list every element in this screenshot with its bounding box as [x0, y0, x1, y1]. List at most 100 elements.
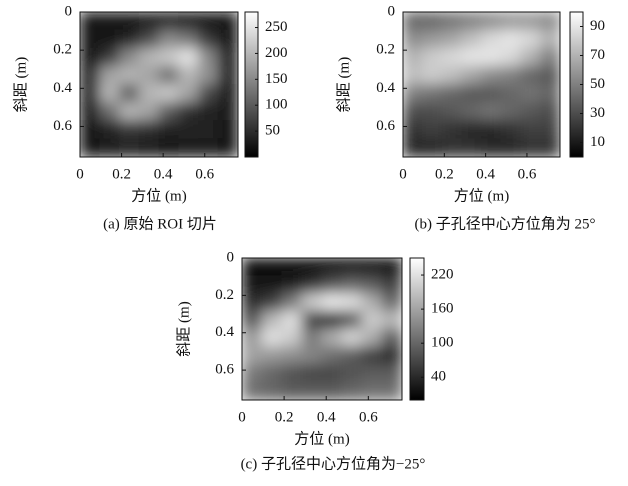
heatmap-cell [119, 30, 140, 49]
heatmap-cell [178, 102, 199, 121]
heatmap-cell [403, 138, 424, 157]
heatmap [242, 258, 403, 401]
heatmap-cell [99, 84, 120, 103]
heatmap-cell [322, 275, 343, 294]
heatmap-cells [242, 258, 403, 401]
heatmap-cell [342, 293, 363, 312]
heatmap-cell [178, 138, 199, 157]
heatmap-cell [342, 364, 363, 383]
y-tick-label: 0.2 [215, 287, 234, 303]
heatmap-cell [159, 66, 180, 85]
heatmap-cell [501, 120, 522, 139]
heatmap-cell [540, 30, 561, 49]
y-tick-label: 0.6 [376, 118, 395, 134]
heatmap-cell [282, 275, 303, 294]
heatmap [80, 12, 239, 158]
heatmap-cell [520, 48, 541, 67]
heatmap-cell [99, 48, 120, 67]
x-tick-label: 0.4 [476, 166, 495, 182]
heatmap-cell [302, 311, 323, 330]
heatmap-cell [322, 311, 343, 330]
heatmap-cell [159, 102, 180, 121]
heatmap-cell [119, 66, 140, 85]
heatmap-cell [501, 48, 522, 67]
heatmap-cell [99, 120, 120, 139]
heatmap-cell [302, 382, 323, 401]
heatmap-cell [139, 30, 160, 49]
heatmap-cell [403, 102, 424, 121]
heatmap-cell [442, 120, 463, 139]
heatmap-cell [501, 84, 522, 103]
heatmap-cell [540, 12, 561, 31]
heatmap-cell [242, 346, 263, 365]
heatmap-cell [322, 364, 343, 383]
heatmap-cell [442, 66, 463, 85]
heatmap-cell [178, 120, 199, 139]
heatmap-cell [139, 48, 160, 67]
heatmap-cell [481, 120, 502, 139]
heatmap-cell [461, 66, 482, 85]
heatmap-cell [218, 48, 239, 67]
heatmap-cell [481, 138, 502, 157]
heatmap-cell [242, 311, 263, 330]
heatmap-cell [262, 258, 283, 277]
heatmap-cell [403, 84, 424, 103]
heatmap-cell [302, 329, 323, 348]
heatmap-cell [198, 102, 219, 121]
heatmap-cell [442, 48, 463, 67]
heatmap-cell [302, 258, 323, 277]
y-tick-label: 0 [388, 3, 396, 19]
colorbar-tick-label: 250 [265, 19, 288, 35]
heatmap-cell [362, 293, 383, 312]
colorbar-tick-label: 50 [265, 123, 280, 139]
heatmap-cell [218, 120, 239, 139]
heatmap-cell [262, 275, 283, 294]
colorbar-tick-label: 160 [431, 301, 454, 317]
heatmap-cell [262, 293, 283, 312]
heatmap-cell [99, 102, 120, 121]
x-tick-label: 0.2 [112, 166, 131, 182]
x-axis-label: 方位 (m) [131, 187, 186, 204]
heatmap-cell [422, 30, 443, 49]
heatmap-cell [382, 275, 403, 294]
heatmap-cell [540, 84, 561, 103]
heatmap-cell [382, 311, 403, 330]
heatmap-cell [520, 138, 541, 157]
heatmap-cell [362, 382, 383, 401]
colorbar-tick-label: 40 [431, 369, 446, 385]
heatmap-cell [139, 138, 160, 157]
colorbar-tick-label: 10 [590, 134, 605, 150]
heatmap-cell [159, 120, 180, 139]
heatmap-cell [198, 66, 219, 85]
heatmap-cell [80, 120, 101, 139]
heatmap-cell [218, 102, 239, 121]
colorbar-tick-label: 200 [265, 45, 288, 61]
heatmap-cell [99, 138, 120, 157]
colorbar-tick-label: 90 [590, 18, 605, 34]
figure: 00.20.40.600.20.40.6方位 (m)斜距 (m)50100150… [0, 0, 628, 486]
heatmap-cell [322, 382, 343, 401]
heatmap-cell [461, 12, 482, 31]
heatmap-cell [302, 346, 323, 365]
heatmap-cell [422, 138, 443, 157]
heatmap-cell [218, 138, 239, 157]
x-tick-label: 0 [238, 409, 246, 425]
heatmap-cell [282, 329, 303, 348]
heatmap-cell [322, 346, 343, 365]
heatmap-cell [362, 258, 383, 277]
x-tick-label: 0.6 [359, 409, 378, 425]
heatmap-cell [178, 84, 199, 103]
heatmap-cell [302, 275, 323, 294]
heatmap-cell [342, 346, 363, 365]
heatmap-cell [382, 258, 403, 277]
heatmap-cell [362, 275, 383, 294]
heatmap-cell [382, 346, 403, 365]
x-tick-label: 0.2 [435, 166, 454, 182]
x-axis-label: 方位 (m) [294, 430, 349, 447]
heatmap-cell [442, 102, 463, 121]
x-tick-label: 0.4 [154, 166, 173, 182]
heatmap-cell [242, 258, 263, 277]
heatmap-cell [198, 30, 219, 49]
heatmap-cell [342, 329, 363, 348]
heatmap-cell [282, 293, 303, 312]
